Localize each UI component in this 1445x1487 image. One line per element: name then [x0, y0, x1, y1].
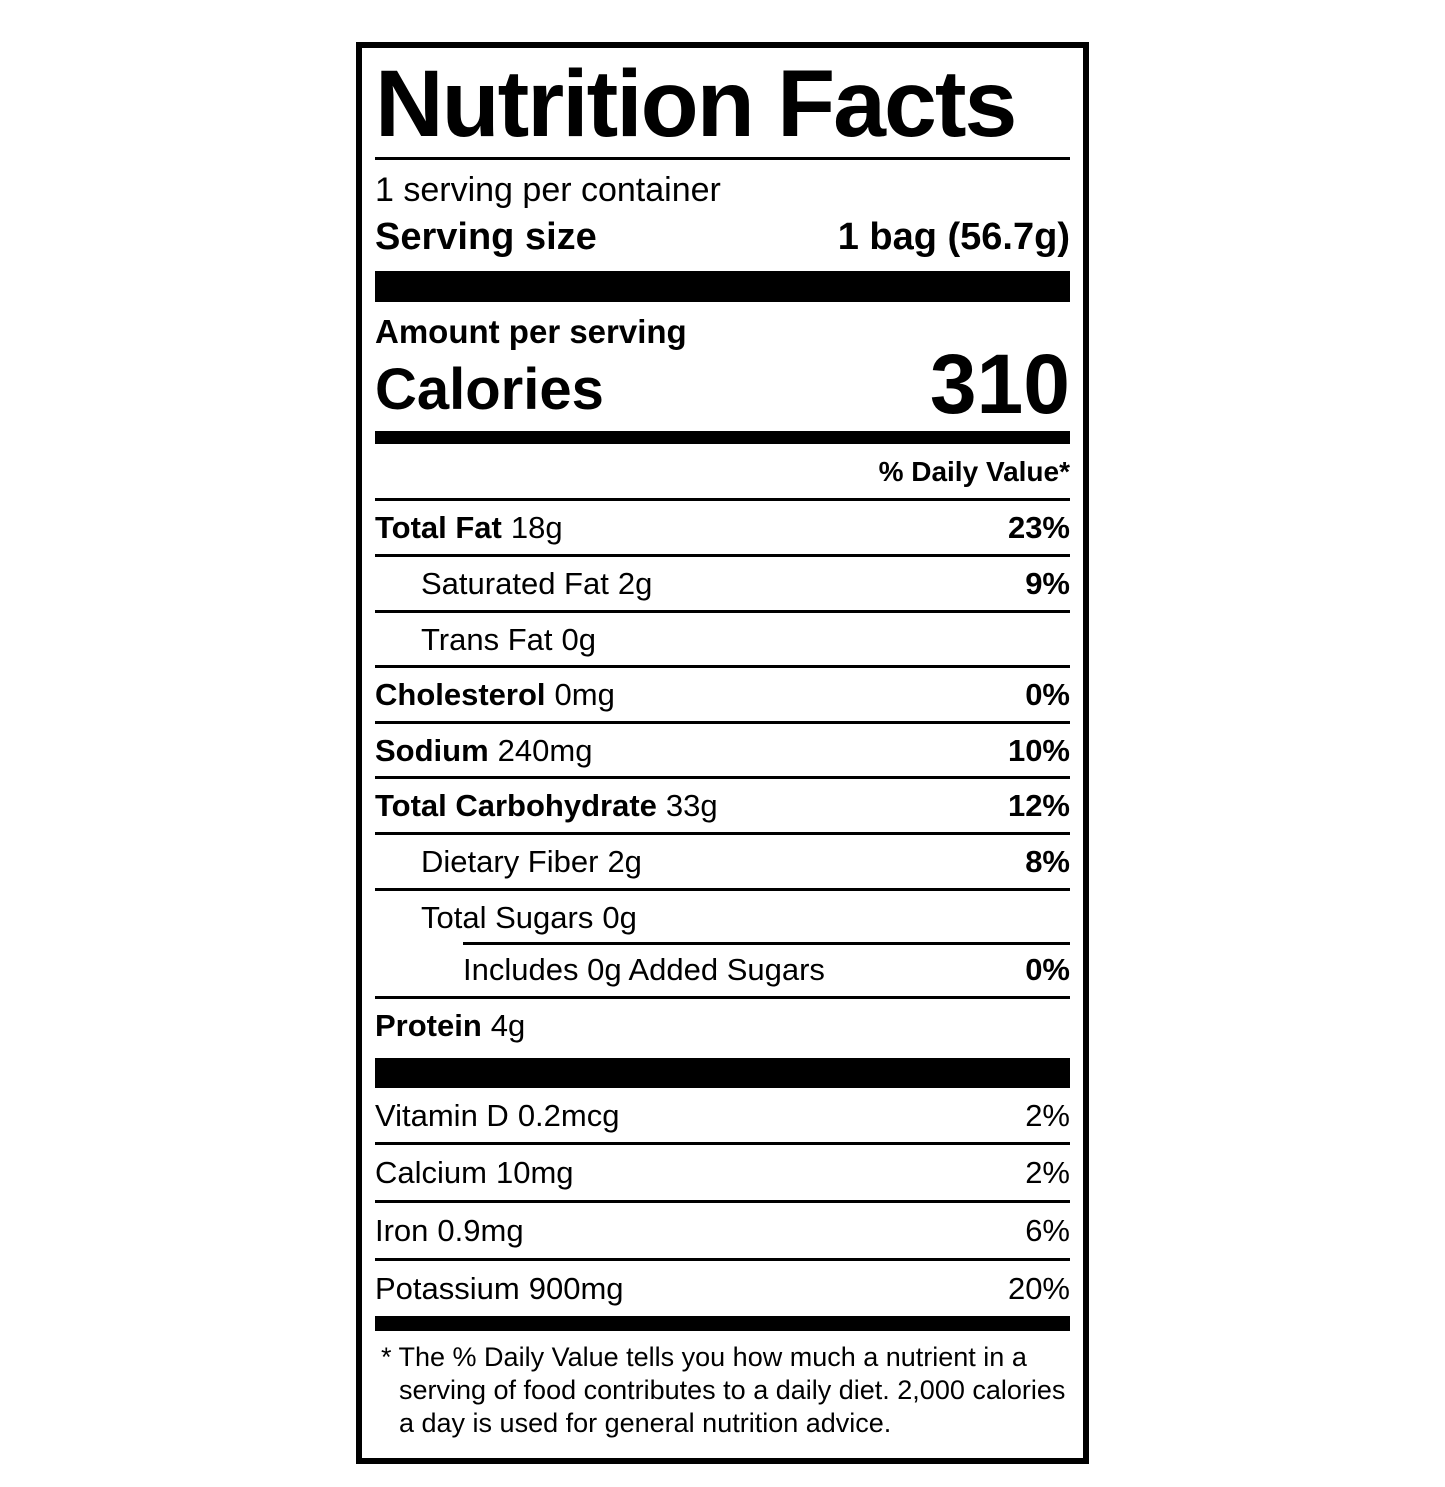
nutrient-name: Saturated Fat — [421, 565, 609, 601]
nutrient-row-trans-fat: Trans Fat 0g — [375, 609, 1070, 666]
vitamin-amount: 10mg — [495, 1155, 574, 1191]
nutrient-row-protein: Protein 4g — [375, 996, 1070, 1052]
nutrient-dv: 0% — [1025, 952, 1070, 988]
nutrient-row-total-carbohydrate: Total Carbohydrate 33g 12% — [375, 776, 1070, 832]
nutrient-amount: 0g — [561, 621, 596, 657]
vitamin-name: Potassium — [375, 1270, 520, 1306]
vitamin-amount: 0.2mcg — [517, 1097, 620, 1133]
nutrient-dv: 9% — [1025, 565, 1070, 601]
vitamin-amount: 0.9mg — [437, 1212, 524, 1248]
nutrient-amount: 33g — [665, 788, 718, 824]
nutrient-dv: 8% — [1025, 844, 1070, 880]
nutrient-row-saturated-fat: Saturated Fat 2g 9% — [375, 553, 1070, 610]
nutrient-name: Trans Fat — [421, 621, 553, 657]
nutrient-name: Protein — [375, 1008, 482, 1044]
nutrient-rows: Total Fat 18g 23% Saturated Fat 2g 9% Tran… — [375, 498, 1070, 1051]
nutrient-amount: 4g — [490, 1008, 526, 1044]
vitamin-name: Iron — [375, 1212, 429, 1248]
nutrient-dv: 12% — [1007, 788, 1070, 824]
vitamin-name: Calcium — [375, 1155, 487, 1191]
medium-divider-bar — [375, 431, 1070, 445]
nutrient-amount: 18g — [510, 510, 563, 546]
nutrient-name: Cholesterol — [375, 677, 546, 713]
nutrient-dv: 10% — [1007, 732, 1070, 768]
footnote-line: * The % Daily Value tells you how much a… — [381, 1342, 1027, 1373]
serving-size-label: Serving size — [375, 216, 597, 259]
nutrient-dv: 0% — [1025, 677, 1070, 713]
nutrient-name: Sodium — [375, 732, 489, 768]
vitamin-dv: 20% — [1007, 1270, 1070, 1306]
nutrient-name: Total Sugars — [421, 899, 594, 935]
serving-size-value: 1 bag (56.7g) — [837, 216, 1070, 259]
nutrient-amount: 240mg — [497, 732, 593, 768]
vitamin-dv: 2% — [1025, 1155, 1070, 1191]
nutrient-dv: 23% — [1007, 510, 1070, 546]
footnote-line: a day is used for general nutrition advi… — [399, 1408, 892, 1439]
nutrient-name: Total Carbohydrate — [375, 788, 657, 824]
serving-size-row: Serving size 1 bag (56.7g) — [375, 212, 1070, 271]
nutrient-amount: 0mg — [554, 677, 615, 713]
footnote-line: serving of food contributes to a daily d… — [399, 1375, 1066, 1406]
vitamin-name: Vitamin D — [375, 1097, 509, 1133]
vitamin-row-iron: Iron 0.9mg 6% — [375, 1199, 1070, 1258]
nutrient-amount: 0g — [602, 899, 637, 935]
medium-divider-bar — [375, 1316, 1070, 1332]
nutrient-row-added-sugars: Includes 0g Added Sugars 0% — [375, 942, 1070, 996]
thick-divider-bar — [375, 1057, 1070, 1088]
thick-divider-bar — [375, 271, 1070, 303]
servings-per-container: 1 serving per container — [375, 170, 721, 209]
nutrient-row-sodium: Sodium 240mg 10% — [375, 720, 1070, 777]
vitamin-amount: 900mg — [528, 1270, 624, 1306]
label-title: Nutrition Facts — [375, 51, 1017, 157]
nutrient-row-cholesterol: Cholesterol 0mg 0% — [375, 665, 1070, 721]
daily-value-header: % Daily Value* — [878, 456, 1070, 488]
calories-label: Calories — [375, 357, 604, 423]
nutrient-row-total-sugars: Total Sugars 0g — [375, 887, 1070, 944]
nutrient-amount: 2g — [607, 844, 642, 880]
daily-value-footnote: * The % Daily Value tells you how much a… — [375, 1331, 1070, 1446]
amount-per-serving-label: Amount per serving — [375, 313, 687, 351]
nutrient-row-dietary-fiber: Dietary Fiber 2g 8% — [375, 832, 1070, 888]
vitamin-dv: 6% — [1025, 1212, 1070, 1248]
nutrition-facts-label: Nutrition Facts 1 serving per container … — [356, 42, 1089, 1465]
nutrient-name: Total Fat — [375, 510, 502, 546]
title-divider — [375, 156, 1070, 160]
nutrient-name: Dietary Fiber — [421, 844, 599, 880]
nutrient-name: Includes 0g Added Sugars — [463, 952, 825, 988]
nutrient-amount: 2g — [617, 565, 653, 601]
nutrient-row-total-fat: Total Fat 18g 23% — [375, 498, 1070, 554]
vitamin-dv: 2% — [1025, 1097, 1070, 1133]
calories-value: 310 — [929, 337, 1070, 432]
vitamin-row-vitamin-d: Vitamin D 0.2mcg 2% — [375, 1088, 1070, 1143]
vitamin-row-calcium: Calcium 10mg 2% — [375, 1142, 1070, 1200]
vitamin-row-potassium: Potassium 900mg 20% — [375, 1257, 1070, 1316]
calories-row: Calories 310 — [375, 337, 1070, 432]
vitamin-rows: Vitamin D 0.2mcg 2% Calcium 10mg 2% Iron 0.… — [375, 1088, 1070, 1317]
